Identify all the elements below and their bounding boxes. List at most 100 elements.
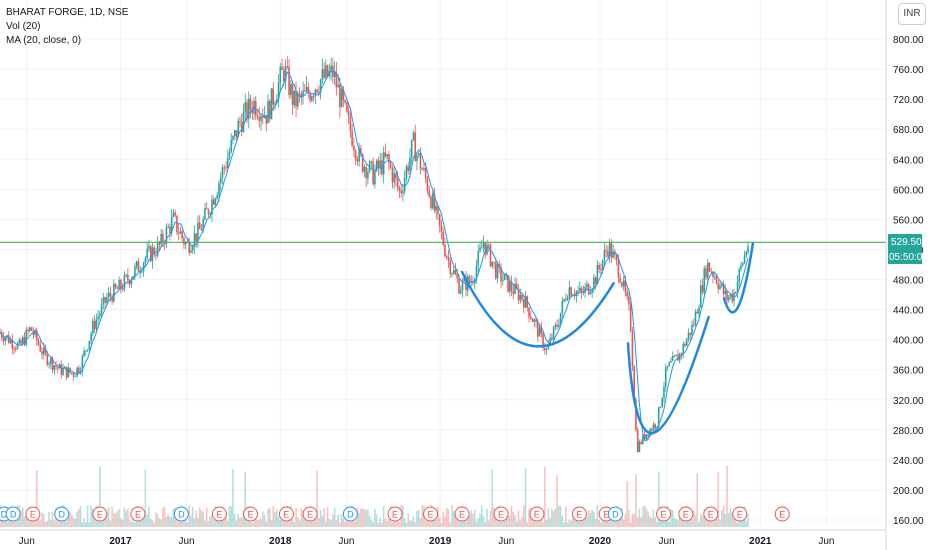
volume-indicator-label[interactable]: Vol (20) [6,21,41,32]
volume-bar [197,517,199,527]
y-tick-label: 160.00 [893,516,924,527]
event-marker-label: E [283,510,289,520]
earnings-marker[interactable] [302,506,318,522]
volume-bar [188,505,191,527]
volume-bar [69,511,71,527]
candle-body [554,324,557,328]
candle-body [636,429,639,452]
candle-body [179,231,182,234]
volume-bar [642,506,644,527]
candle-body [146,248,148,259]
cup-drawing[interactable] [626,315,710,435]
volume-bar [545,520,548,527]
candle-body [705,268,707,278]
candle-body [484,242,487,255]
earnings-marker[interactable] [92,506,108,522]
candle-body [400,190,402,194]
time-axis[interactable]: Jun 2017 Jun 2018 Jun 2019 Jun 2020 Jun 2021 Jun [0,529,886,547]
volume-bar [558,505,560,527]
ma-indicator-label[interactable]: MA (20, close, 0) [6,35,82,46]
earnings-marker[interactable] [423,506,439,522]
volume-bar [726,466,728,527]
chart-legend: BHARAT FORGE, 1D, NSE Vol (20) MA (20, c… [6,6,128,48]
earnings-marker[interactable] [703,506,719,522]
candle-body [340,88,343,108]
candle-body [55,365,57,367]
earnings-marker[interactable] [278,506,294,522]
volume-bar [223,518,226,527]
earnings-marker[interactable] [656,506,672,522]
countdown-tag: 05:50:01 [889,252,928,263]
candle-body [41,351,43,355]
candle-body [170,216,173,233]
chart-drawings[interactable] [460,242,755,435]
price-axis[interactable]: 160.00 200.00 240.00 280.00 320.00 360.00 400.… [885,0,924,550]
candle-body [622,280,625,287]
candle-body [134,266,136,277]
earnings-marker[interactable] [243,506,259,522]
volume-bar [367,509,369,527]
volume-bar [191,506,194,527]
candle-body [610,242,613,258]
earnings-marker[interactable] [387,506,403,522]
volume-bar [340,514,343,527]
candle-body [565,299,567,301]
volume-bar [479,513,481,527]
volume-bar [381,522,383,527]
earnings-marker[interactable] [732,506,748,522]
candle-body [733,292,735,302]
candle-body [680,353,683,355]
earnings-marker[interactable] [25,506,41,522]
volume-bar [304,519,306,527]
volume-bar [549,518,551,527]
candle-body [316,89,318,93]
earnings-marker[interactable] [571,506,587,522]
candle-body [586,283,588,288]
symbol-title[interactable]: BHARAT FORGE, 1D, NSE [6,7,129,18]
volume-bar [363,509,366,527]
earnings-marker[interactable] [493,506,509,522]
earnings-marker[interactable] [529,506,545,522]
candle-body [670,360,672,363]
cup-drawing[interactable] [460,270,615,348]
volume-bar [668,521,671,527]
volume-bar [88,522,91,527]
earnings-marker[interactable] [774,506,790,522]
dividend-marker[interactable] [607,506,623,522]
y-tick-label: 640.00 [893,155,924,166]
earnings-marker[interactable] [678,506,694,522]
volume-bar [705,517,707,527]
candle-body [349,115,352,132]
volume-bar [312,517,315,527]
dividend-marker[interactable] [342,506,358,522]
earnings-marker[interactable] [211,506,227,522]
volume-bar [414,521,416,527]
event-marker-label: E [307,510,313,520]
earnings-marker[interactable] [130,506,146,522]
x-tick-label: Jun [818,536,834,547]
dividend-marker[interactable] [173,506,189,522]
candle-body [293,90,296,106]
volume-bar [724,513,727,527]
candle-body [16,343,19,350]
volume-bar [339,522,341,527]
dividend-marker[interactable] [5,506,21,522]
candle-body [155,254,157,256]
candle-body [391,167,394,183]
candle-body [416,154,418,162]
candle-body [503,274,506,281]
candle-body [547,344,550,350]
dividend-marker[interactable] [54,506,70,522]
candle-body [561,301,564,313]
candle-body [423,168,425,170]
candle-body [333,71,336,77]
candle-body [384,152,387,157]
currency-badge[interactable]: INR [898,3,926,25]
cup-drawing[interactable] [722,242,755,314]
volume-bar [699,513,702,527]
earnings-marker[interactable] [454,506,470,522]
volume-bar [85,521,87,527]
